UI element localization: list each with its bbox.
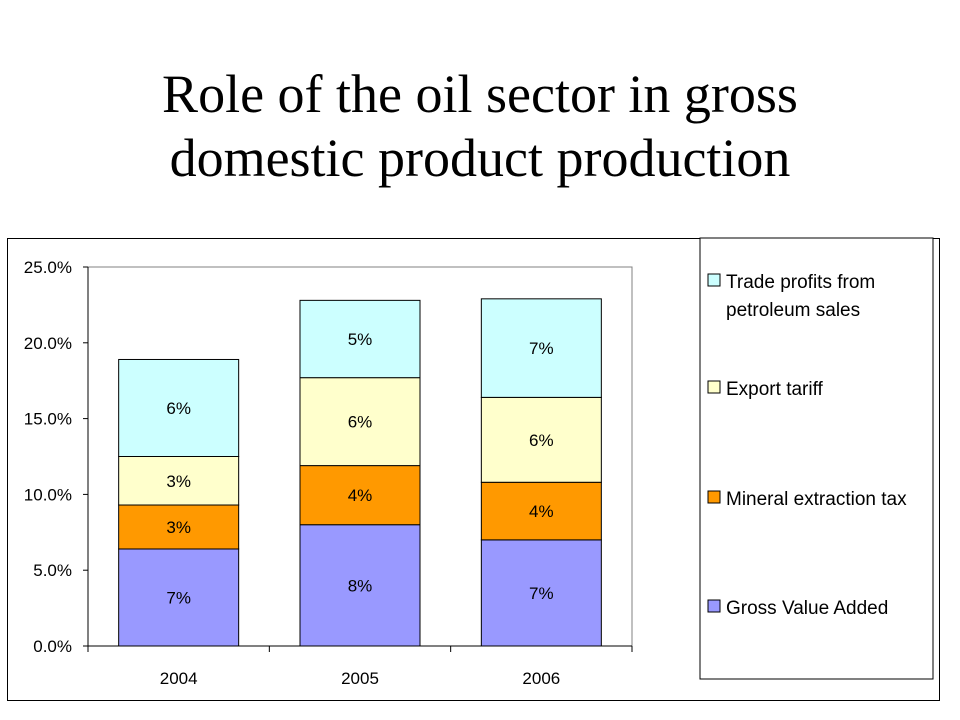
- legend-label: Mineral extraction tax: [726, 489, 907, 510]
- x-tick-label: 2005: [341, 669, 379, 688]
- bar-segment: [480, 539, 602, 647]
- legend-label: Trade profits from: [726, 272, 875, 293]
- legend-label: Export tariff: [726, 379, 824, 400]
- slide-title-line-2: domestic product production: [169, 128, 791, 188]
- data-label: 6%: [348, 413, 373, 432]
- data-label: 4%: [529, 502, 554, 521]
- data-label: 6%: [166, 399, 191, 418]
- y-tick-label: 15.0%: [24, 410, 72, 429]
- legend-swatch: [707, 490, 721, 504]
- y-tick-label: 10.0%: [24, 485, 72, 504]
- data-label: 8%: [348, 576, 373, 595]
- y-tick-label: 5.0%: [33, 561, 72, 580]
- bar-segment: [118, 358, 240, 458]
- legend-swatch: [707, 599, 721, 613]
- bar-segment: [299, 465, 421, 526]
- legend-label: Gross Value Added: [726, 598, 888, 619]
- legend-box: [699, 237, 934, 680]
- data-label: 6%: [529, 431, 554, 450]
- bar-segment: [480, 396, 602, 483]
- bar-segment: [480, 298, 602, 398]
- data-label: 7%: [166, 588, 191, 607]
- legend-label-line-2: petroleum sales: [726, 300, 860, 321]
- x-tick-label: 2006: [522, 669, 560, 688]
- slide-title: Role of the oil sector in gross domestic…: [0, 62, 960, 190]
- data-label: 7%: [529, 584, 554, 603]
- x-tick-label: 2004: [160, 669, 198, 688]
- data-label: 3%: [166, 472, 191, 491]
- y-tick-label: 0.0%: [33, 637, 72, 656]
- bar-segment: [299, 299, 421, 379]
- bar-segment: [118, 504, 240, 550]
- y-tick-label: 25.0%: [24, 258, 72, 277]
- legend-swatch: [707, 380, 721, 394]
- data-label: 5%: [348, 330, 373, 349]
- slide-title-line-1: Role of the oil sector in gross: [162, 64, 798, 124]
- bar-segment: [118, 456, 240, 506]
- bar-segment: [299, 377, 421, 467]
- bar-segment: [480, 481, 602, 541]
- data-label: 3%: [166, 518, 191, 537]
- data-label: 4%: [348, 486, 373, 505]
- data-label: 7%: [529, 339, 554, 358]
- y-tick-label: 20.0%: [24, 334, 72, 353]
- bar-segment: [299, 524, 421, 647]
- legend-swatch: [707, 273, 721, 287]
